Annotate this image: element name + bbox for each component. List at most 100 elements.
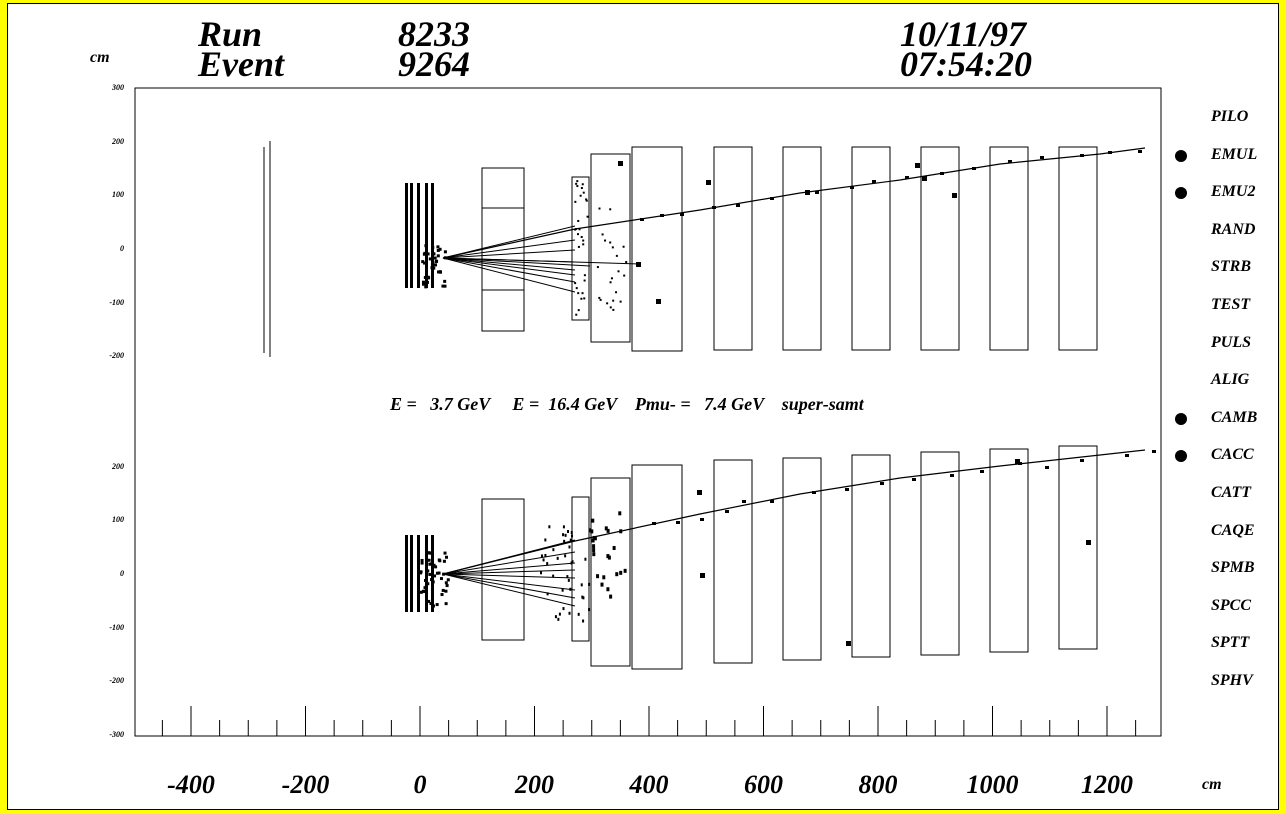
hit [435, 603, 439, 607]
absorber-box [920, 146, 960, 351]
hit [427, 551, 431, 555]
hit [592, 548, 596, 553]
target-plane [410, 535, 413, 612]
trigger-label: PULS [1211, 333, 1251, 351]
hit [585, 199, 588, 202]
hit [442, 559, 446, 563]
hit [612, 299, 615, 302]
bottom-view-y-tick: 100 [112, 515, 124, 525]
hit [700, 573, 705, 578]
bottom-view-y-tick: 0 [120, 569, 124, 578]
hit [444, 602, 448, 606]
trigger-pilo: PILO [1175, 108, 1275, 128]
date: 10/11/97 [900, 14, 1027, 54]
hit [590, 529, 594, 534]
hit [429, 602, 433, 606]
hit [676, 521, 680, 524]
absorber-box [851, 146, 891, 351]
trigger-caqe: CAQE [1175, 522, 1275, 542]
hit [571, 560, 574, 564]
hit [588, 608, 591, 612]
hit [423, 276, 427, 280]
target-plane [431, 183, 434, 288]
track-segment [442, 257, 576, 283]
trigger-label: SPMB [1211, 559, 1255, 577]
hit [578, 228, 581, 231]
hit [567, 578, 570, 582]
hit [580, 235, 583, 238]
hit [430, 263, 434, 267]
hit [431, 580, 435, 584]
hit [445, 584, 449, 588]
hit [429, 551, 433, 555]
hit [618, 161, 623, 166]
x-axis-unit: cm [1202, 776, 1222, 793]
hit [592, 544, 596, 549]
target-plane [410, 183, 413, 288]
hit [443, 284, 447, 288]
chamber-box [590, 477, 631, 667]
hit [420, 558, 424, 562]
hit [585, 198, 588, 201]
hit [584, 557, 587, 561]
hit [1086, 540, 1091, 545]
hit [706, 180, 711, 185]
hit [656, 299, 661, 304]
trigger-label: CACC [1211, 446, 1254, 464]
hit [436, 254, 440, 258]
hit [912, 478, 916, 481]
hit [652, 522, 656, 525]
hit [544, 538, 547, 542]
hit [586, 215, 589, 218]
hit [580, 187, 583, 190]
hit [424, 584, 428, 588]
hit [421, 260, 425, 264]
target-plane [417, 535, 420, 612]
hit [564, 533, 567, 537]
hit [1045, 466, 1049, 469]
hit [880, 482, 884, 485]
trigger-strb: STRB [1175, 258, 1275, 278]
track-segment [442, 562, 576, 575]
track-segment [442, 257, 641, 265]
hit [446, 578, 450, 582]
x-tick-label: 800 [858, 770, 898, 799]
trigger-label: SPTT [1211, 634, 1250, 652]
hit [1080, 154, 1084, 157]
track-segment [442, 257, 576, 276]
hit [583, 274, 586, 277]
hit [574, 228, 577, 231]
y-axis-unit: cm [90, 49, 110, 66]
hit [615, 291, 618, 294]
time: 07:54:20 [900, 44, 1032, 84]
hit [606, 587, 610, 592]
trigger-sptt: SPTT [1175, 634, 1275, 654]
hit [950, 474, 954, 477]
hit [561, 588, 564, 592]
hit [581, 595, 584, 599]
hit [424, 590, 428, 594]
absorber-box [989, 448, 1029, 653]
hit [569, 587, 572, 591]
target-plane [405, 183, 408, 288]
trigger-spcc: SPCC [1175, 597, 1275, 617]
hit [557, 617, 560, 621]
track-segment [442, 257, 591, 267]
x-tick-label: -400 [167, 770, 215, 799]
hit [432, 563, 436, 567]
hit [611, 246, 614, 249]
absorber-box [920, 451, 960, 656]
hit [872, 180, 876, 183]
hit [435, 259, 439, 263]
track-segment [442, 257, 576, 271]
hit [570, 561, 573, 565]
trigger-emul: EMUL [1175, 146, 1275, 166]
top-view-y-tick: 300 [112, 82, 124, 92]
hit [422, 589, 426, 593]
hit [434, 565, 438, 569]
hit [622, 245, 625, 248]
trigger-active-dot-icon [1175, 149, 1187, 162]
hit [437, 571, 441, 575]
hit [576, 180, 579, 183]
hit [424, 285, 428, 289]
